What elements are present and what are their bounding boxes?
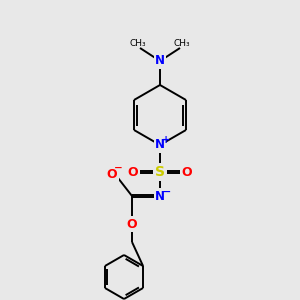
Text: CH₃: CH₃: [174, 40, 190, 49]
Text: N: N: [155, 139, 165, 152]
Text: O: O: [182, 166, 192, 178]
Text: CH₃: CH₃: [130, 40, 146, 49]
Text: N: N: [155, 190, 165, 202]
Text: −: −: [114, 163, 122, 173]
Text: O: O: [127, 218, 137, 230]
Text: +: +: [162, 135, 170, 145]
Text: O: O: [128, 166, 138, 178]
Text: O: O: [107, 169, 117, 182]
Text: S: S: [155, 165, 165, 179]
Text: −: −: [162, 187, 172, 197]
Text: N: N: [155, 55, 165, 68]
